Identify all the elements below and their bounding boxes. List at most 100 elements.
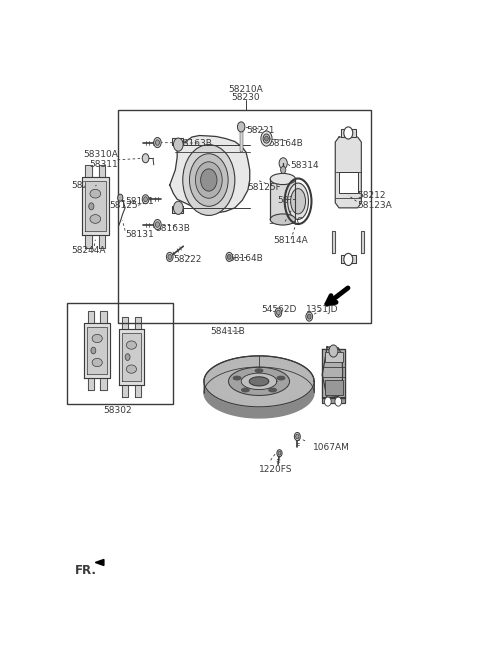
Text: 58221: 58221: [246, 126, 275, 135]
Text: 58114A: 58114A: [273, 237, 308, 245]
Circle shape: [228, 254, 231, 260]
Circle shape: [281, 166, 286, 173]
Circle shape: [275, 308, 282, 317]
Text: 58131: 58131: [125, 196, 154, 206]
Text: 54562D: 54562D: [261, 305, 296, 313]
Text: 1220FS: 1220FS: [259, 465, 292, 474]
Polygon shape: [322, 347, 343, 397]
Polygon shape: [85, 165, 92, 177]
Polygon shape: [322, 397, 345, 403]
Text: FR.: FR.: [75, 564, 97, 577]
Polygon shape: [233, 376, 241, 380]
Polygon shape: [134, 317, 141, 329]
Polygon shape: [87, 327, 107, 374]
Circle shape: [173, 201, 183, 214]
Ellipse shape: [90, 215, 101, 223]
Circle shape: [261, 131, 272, 146]
Circle shape: [226, 252, 233, 261]
Text: 1351JD: 1351JD: [305, 305, 338, 313]
Text: 58212
58123A: 58212 58123A: [358, 191, 392, 210]
Polygon shape: [122, 385, 128, 397]
Polygon shape: [242, 388, 249, 392]
Polygon shape: [121, 333, 141, 381]
Polygon shape: [170, 135, 250, 213]
Polygon shape: [226, 366, 292, 397]
Ellipse shape: [288, 183, 309, 219]
Text: 58164B: 58164B: [228, 254, 263, 263]
Polygon shape: [341, 129, 356, 137]
Polygon shape: [269, 388, 276, 392]
Text: 58210A: 58210A: [228, 85, 264, 95]
Circle shape: [324, 397, 331, 406]
Circle shape: [335, 397, 342, 406]
Polygon shape: [332, 231, 335, 254]
Text: 58131: 58131: [125, 230, 154, 238]
Bar: [118, 110, 371, 323]
Text: 58222: 58222: [173, 255, 202, 264]
Polygon shape: [99, 165, 106, 177]
Text: 58163B: 58163B: [177, 139, 212, 148]
Polygon shape: [204, 381, 314, 418]
Circle shape: [278, 451, 281, 455]
Polygon shape: [100, 311, 107, 323]
Polygon shape: [341, 256, 356, 263]
Polygon shape: [255, 369, 263, 373]
Circle shape: [168, 254, 171, 260]
Polygon shape: [99, 235, 106, 248]
Bar: [339, 172, 358, 193]
Text: 58125: 58125: [109, 201, 138, 210]
Polygon shape: [277, 376, 285, 380]
Bar: [67, 304, 173, 403]
Ellipse shape: [270, 173, 296, 185]
Circle shape: [276, 310, 280, 315]
Polygon shape: [119, 329, 144, 385]
Text: 58314: 58314: [290, 162, 319, 170]
Ellipse shape: [126, 365, 136, 373]
Polygon shape: [96, 560, 104, 566]
Polygon shape: [322, 350, 345, 397]
Polygon shape: [215, 361, 303, 401]
Text: 58235C: 58235C: [268, 217, 303, 226]
Text: 1067AM: 1067AM: [313, 443, 350, 451]
Circle shape: [263, 134, 270, 143]
Circle shape: [154, 137, 161, 148]
Circle shape: [167, 252, 173, 261]
Ellipse shape: [92, 358, 102, 367]
Ellipse shape: [92, 334, 102, 343]
Circle shape: [195, 162, 222, 198]
Circle shape: [144, 196, 147, 202]
Polygon shape: [88, 378, 94, 390]
Polygon shape: [249, 377, 269, 386]
Circle shape: [154, 219, 161, 229]
Circle shape: [91, 347, 96, 354]
Text: 58163B: 58163B: [155, 223, 190, 233]
Ellipse shape: [291, 189, 306, 214]
Circle shape: [118, 194, 123, 201]
Bar: [325, 380, 343, 395]
Text: 58411B: 58411B: [211, 327, 245, 336]
Polygon shape: [172, 138, 183, 145]
Text: 58230: 58230: [232, 93, 260, 102]
Circle shape: [344, 254, 353, 265]
Circle shape: [279, 158, 288, 169]
Circle shape: [190, 154, 228, 206]
Polygon shape: [204, 356, 314, 407]
Polygon shape: [172, 206, 183, 213]
Circle shape: [296, 434, 299, 439]
Circle shape: [201, 169, 217, 191]
Circle shape: [294, 432, 300, 441]
Bar: [325, 352, 343, 362]
Polygon shape: [335, 137, 361, 208]
Text: 58302: 58302: [103, 406, 132, 415]
Circle shape: [329, 345, 338, 357]
Circle shape: [238, 122, 245, 132]
Ellipse shape: [270, 214, 296, 225]
Ellipse shape: [126, 341, 136, 350]
Polygon shape: [85, 181, 106, 231]
Circle shape: [173, 138, 183, 151]
Polygon shape: [207, 357, 312, 405]
Polygon shape: [84, 323, 110, 378]
Circle shape: [307, 314, 311, 319]
Polygon shape: [228, 367, 289, 396]
Polygon shape: [241, 373, 277, 390]
